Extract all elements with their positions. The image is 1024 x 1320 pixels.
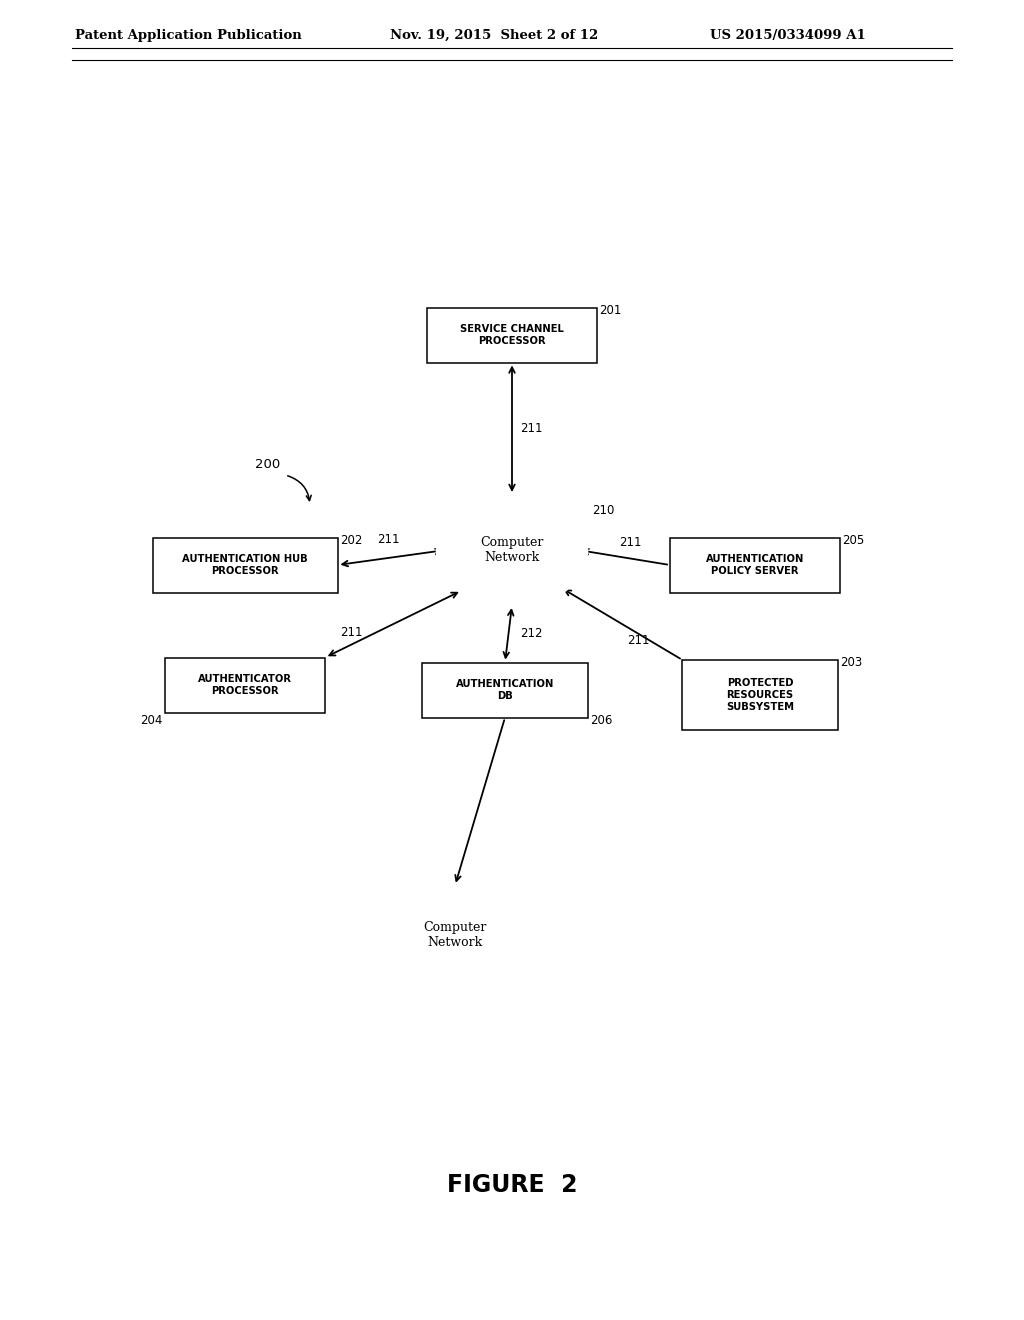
Text: SERVICE CHANNEL
PROCESSOR: SERVICE CHANNEL PROCESSOR xyxy=(460,325,564,346)
Circle shape xyxy=(473,544,511,582)
Text: 211: 211 xyxy=(520,422,543,436)
Text: Computer
Network: Computer Network xyxy=(423,921,486,949)
Text: 206: 206 xyxy=(590,714,612,726)
Ellipse shape xyxy=(387,883,523,987)
Text: Nov. 19, 2015  Sheet 2 of 12: Nov. 19, 2015 Sheet 2 of 12 xyxy=(390,29,598,41)
Text: US 2015/0334099 A1: US 2015/0334099 A1 xyxy=(710,29,865,41)
Circle shape xyxy=(420,929,454,964)
Text: 202: 202 xyxy=(340,533,362,546)
Circle shape xyxy=(489,510,535,556)
Circle shape xyxy=(515,521,552,558)
Text: 211: 211 xyxy=(340,626,362,639)
Text: 212: 212 xyxy=(520,627,543,640)
FancyBboxPatch shape xyxy=(153,537,338,593)
Text: 211: 211 xyxy=(377,533,399,546)
FancyBboxPatch shape xyxy=(683,660,838,730)
Text: 204: 204 xyxy=(140,714,163,726)
Text: Computer
Network: Computer Network xyxy=(480,536,544,564)
Circle shape xyxy=(492,536,532,576)
Ellipse shape xyxy=(451,507,573,594)
Text: AUTHENTICATION
POLICY SERVER: AUTHENTICATION POLICY SERVER xyxy=(706,554,804,576)
Circle shape xyxy=(434,899,476,940)
FancyBboxPatch shape xyxy=(165,657,325,713)
Text: 201: 201 xyxy=(599,304,622,317)
Text: AUTHENTICATOR
PROCESSOR: AUTHENTICATOR PROCESSOR xyxy=(198,675,292,696)
Text: 203: 203 xyxy=(840,656,862,669)
Text: 200: 200 xyxy=(255,458,281,471)
Circle shape xyxy=(458,908,492,942)
Text: 205: 205 xyxy=(842,533,864,546)
FancyBboxPatch shape xyxy=(427,308,597,363)
Text: AUTHENTICATION HUB
PROCESSOR: AUTHENTICATION HUB PROCESSOR xyxy=(182,554,308,576)
Text: 211: 211 xyxy=(628,634,650,647)
Text: FIGURE  2: FIGURE 2 xyxy=(446,1173,578,1197)
Text: 211: 211 xyxy=(620,536,642,549)
Circle shape xyxy=(437,921,473,958)
Circle shape xyxy=(457,929,490,964)
Circle shape xyxy=(473,921,502,949)
FancyBboxPatch shape xyxy=(423,663,588,718)
Circle shape xyxy=(474,520,510,557)
Circle shape xyxy=(421,908,453,941)
Text: 210: 210 xyxy=(592,503,614,516)
FancyBboxPatch shape xyxy=(670,537,840,593)
Circle shape xyxy=(532,535,564,566)
Ellipse shape xyxy=(436,492,588,609)
Circle shape xyxy=(410,920,438,948)
Circle shape xyxy=(462,533,494,565)
Text: Patent Application Publication: Patent Application Publication xyxy=(75,29,302,41)
Circle shape xyxy=(513,544,551,582)
Ellipse shape xyxy=(399,896,510,974)
Text: AUTHENTICATION
DB: AUTHENTICATION DB xyxy=(456,680,554,701)
Text: PROTECTED
RESOURCES
SUBSYSTEM: PROTECTED RESOURCES SUBSYSTEM xyxy=(726,678,794,711)
